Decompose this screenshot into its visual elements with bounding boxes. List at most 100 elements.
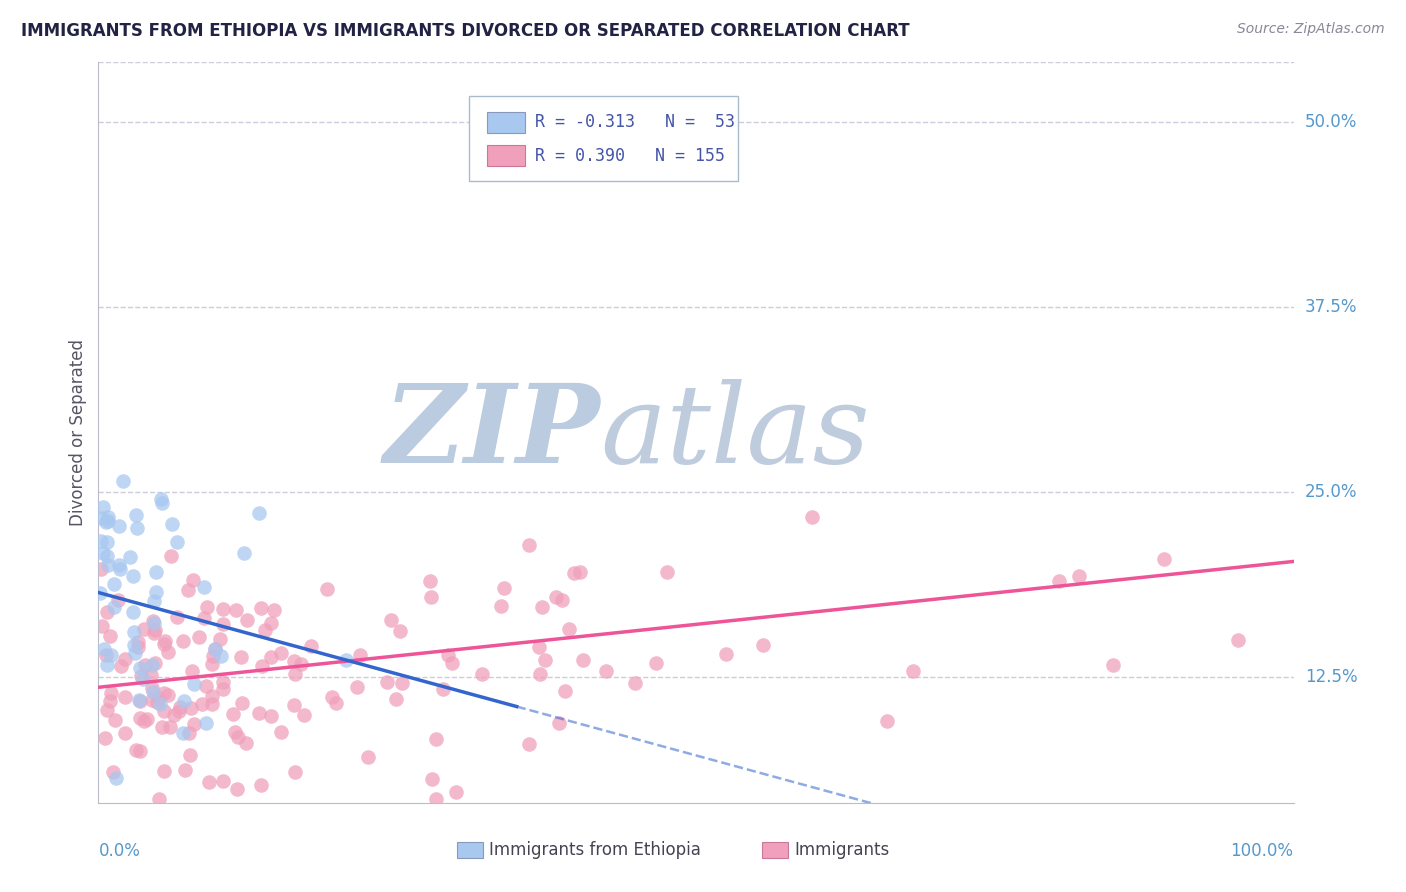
Point xyxy=(103,764,125,779)
Point xyxy=(110,659,132,673)
Point xyxy=(150,495,173,509)
Point xyxy=(122,638,145,652)
FancyBboxPatch shape xyxy=(470,95,738,181)
Point xyxy=(96,549,118,563)
Point xyxy=(142,615,165,630)
Point xyxy=(96,703,118,717)
Point xyxy=(107,592,129,607)
Point xyxy=(180,665,202,679)
Point xyxy=(440,657,463,671)
Point xyxy=(124,646,146,660)
Point xyxy=(141,668,163,682)
Text: Immigrants from Ethiopia: Immigrants from Ethiopia xyxy=(489,841,702,859)
Point xyxy=(128,660,150,674)
Text: 50.0%: 50.0% xyxy=(1305,112,1357,130)
Point xyxy=(375,674,398,689)
Point xyxy=(419,574,441,589)
Text: 25.0%: 25.0% xyxy=(1305,483,1357,500)
Point xyxy=(131,673,153,687)
Text: atlas: atlas xyxy=(600,379,870,486)
Point xyxy=(114,690,136,704)
Point xyxy=(325,696,347,710)
Point xyxy=(290,657,312,672)
Point xyxy=(527,640,550,654)
Point xyxy=(270,724,292,739)
Bar xyxy=(486,112,524,133)
Point xyxy=(346,680,368,694)
Point xyxy=(108,562,131,576)
Point xyxy=(250,601,273,615)
Text: 37.5%: 37.5% xyxy=(1305,298,1357,316)
Point xyxy=(224,725,246,739)
Point xyxy=(160,517,183,532)
Point xyxy=(595,665,617,679)
Point xyxy=(90,510,112,524)
Point xyxy=(876,714,898,729)
Point xyxy=(208,632,231,646)
Point xyxy=(97,515,120,529)
Point xyxy=(624,676,647,690)
Point xyxy=(432,681,454,696)
Point xyxy=(546,590,568,604)
Point xyxy=(270,646,292,660)
Point xyxy=(94,515,117,529)
Point xyxy=(529,666,551,681)
Point xyxy=(194,716,217,731)
Point xyxy=(201,657,224,672)
Point xyxy=(284,666,307,681)
Text: ZIP: ZIP xyxy=(384,379,600,486)
Point xyxy=(104,713,127,727)
Point xyxy=(134,657,156,672)
Point xyxy=(94,648,117,663)
Point xyxy=(260,650,283,665)
Point xyxy=(550,593,572,607)
Point xyxy=(235,736,257,750)
Point xyxy=(321,690,343,705)
Text: 12.5%: 12.5% xyxy=(1305,668,1357,686)
Text: IMMIGRANTS FROM ETHIOPIA VS IMMIGRANTS DIVORCED OR SEPARATED CORRELATION CHART: IMMIGRANTS FROM ETHIOPIA VS IMMIGRANTS D… xyxy=(21,22,910,40)
Point xyxy=(120,549,142,564)
Point xyxy=(160,549,183,564)
Point xyxy=(562,566,585,580)
Point xyxy=(172,726,194,740)
Point xyxy=(132,622,155,636)
Bar xyxy=(486,145,524,166)
Bar xyxy=(762,842,787,858)
Point xyxy=(136,712,159,726)
Point xyxy=(153,634,176,648)
Point xyxy=(148,697,170,711)
Point xyxy=(97,509,120,524)
Point xyxy=(233,546,256,560)
Point xyxy=(1047,574,1070,589)
Point xyxy=(180,701,202,715)
Point xyxy=(260,616,283,631)
Point xyxy=(174,763,197,777)
Point xyxy=(254,623,277,637)
Point xyxy=(1153,552,1175,566)
Point xyxy=(103,576,125,591)
Point xyxy=(547,715,569,730)
Point xyxy=(122,605,145,619)
Point xyxy=(1101,657,1123,672)
Point xyxy=(195,600,218,615)
Point xyxy=(153,764,176,779)
Point xyxy=(141,681,163,695)
Point xyxy=(198,774,221,789)
Point xyxy=(183,717,205,731)
Point xyxy=(96,657,118,672)
Point xyxy=(143,623,166,637)
Point xyxy=(228,730,250,744)
Point xyxy=(97,558,120,573)
Point xyxy=(104,771,127,785)
Point xyxy=(249,778,271,792)
Point xyxy=(146,695,169,709)
Point xyxy=(166,535,188,549)
Point xyxy=(494,581,516,595)
Point xyxy=(172,633,194,648)
Point xyxy=(129,694,152,708)
Point xyxy=(250,659,273,673)
Point xyxy=(349,648,371,662)
Point xyxy=(128,744,150,758)
Point xyxy=(166,609,188,624)
Point xyxy=(90,561,112,575)
